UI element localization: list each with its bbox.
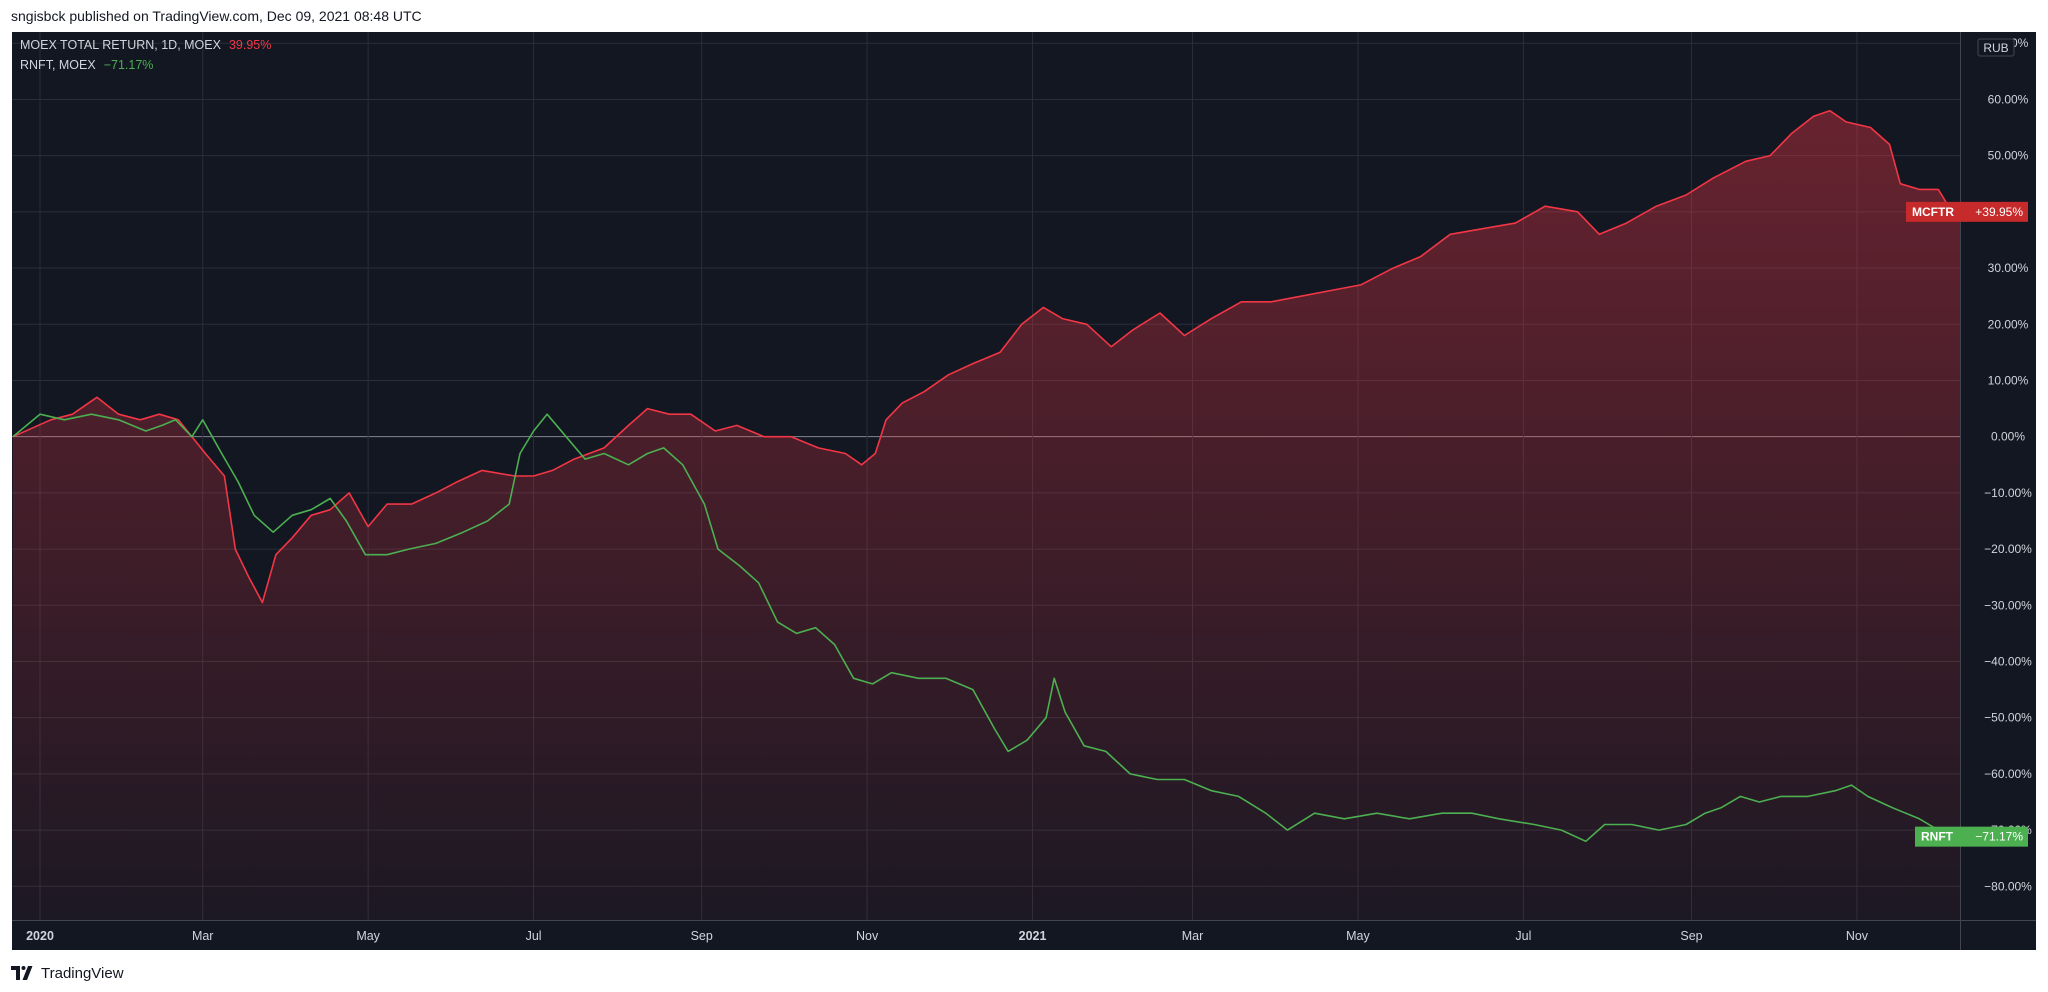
price-tag-rnft: RNFT −71.17% <box>1915 826 2028 847</box>
published-header: sngisbck published on TradingView.com, D… <box>11 8 422 24</box>
price-tag-rnft-value: −71.17% <box>1975 830 2023 844</box>
y-tick-label: 20.00% <box>1988 317 2029 331</box>
x-tick-label: May <box>356 929 380 943</box>
x-tick-label: 2020 <box>26 929 54 943</box>
series-layer <box>12 109 1961 920</box>
x-tick-label: Nov <box>856 929 879 943</box>
x-tick-label: Jul <box>526 929 542 943</box>
y-tick-label: −30.00% <box>1984 598 2032 612</box>
y-tick-label: −20.00% <box>1984 542 2032 556</box>
x-tick-label: Sep <box>691 929 713 943</box>
x-tick-label: Nov <box>1846 929 1869 943</box>
y-tick-label: −40.00% <box>1984 654 2032 668</box>
y-tick-label: −10.00% <box>1984 486 2032 500</box>
series-area-mcftr <box>12 110 1960 920</box>
y-tick-label: 0.00% <box>1991 430 2025 444</box>
currency-badge[interactable]: RUB <box>1977 38 2015 57</box>
y-tick-label: 50.00% <box>1988 149 2029 163</box>
x-tick-label: Jul <box>1515 929 1531 943</box>
legend-mcftr-value: 39.95% <box>229 38 271 52</box>
footer-brand: TradingView <box>41 964 124 982</box>
footer: TradingView <box>11 962 124 984</box>
y-tick-label: −50.00% <box>1984 711 2032 725</box>
y-tick-label: 60.00% <box>1988 92 2029 106</box>
x-tick-label: 2021 <box>1019 929 1047 943</box>
currency-label: RUB <box>1983 41 2008 55</box>
series-line-rnft <box>12 413 1961 843</box>
legend-rnft-value: −71.17% <box>104 58 154 72</box>
y-tick-label: 30.00% <box>1988 261 2029 275</box>
price-tag-mcftr: MCFTR +39.95% <box>1906 201 2028 222</box>
price-tag-rnft-label: RNFT <box>1921 830 1954 844</box>
x-tick-label: Sep <box>1680 929 1702 943</box>
legend-mcftr-symbol: MOEX TOTAL RETURN, 1D, MOEX <box>20 38 222 52</box>
y-tick-label: 10.00% <box>1988 373 2029 387</box>
y-tick-label: −80.00% <box>1984 879 2032 893</box>
x-tick-label: Mar <box>192 929 214 943</box>
x-tick-label: May <box>1346 929 1370 943</box>
legend-rnft-symbol: RNFT, MOEX <box>20 58 96 72</box>
series-line-mcftr <box>12 109 1960 604</box>
tradingview-logo-icon <box>11 966 33 980</box>
chart-legend: MOEX TOTAL RETURN, 1D, MOEX 39.95% RNFT,… <box>20 38 271 72</box>
chart-container[interactable]: 70.00%60.00%50.00%40.00%30.00%20.00%10.0… <box>12 32 2036 950</box>
y-tick-label: −60.00% <box>1984 767 2032 781</box>
x-tick-label: Mar <box>1182 929 1204 943</box>
price-tag-mcftr-label: MCFTR <box>1912 205 1954 219</box>
price-tag-mcftr-value: +39.95% <box>1975 205 2023 219</box>
price-chart[interactable]: 70.00%60.00%50.00%40.00%30.00%20.00%10.0… <box>12 32 2036 950</box>
